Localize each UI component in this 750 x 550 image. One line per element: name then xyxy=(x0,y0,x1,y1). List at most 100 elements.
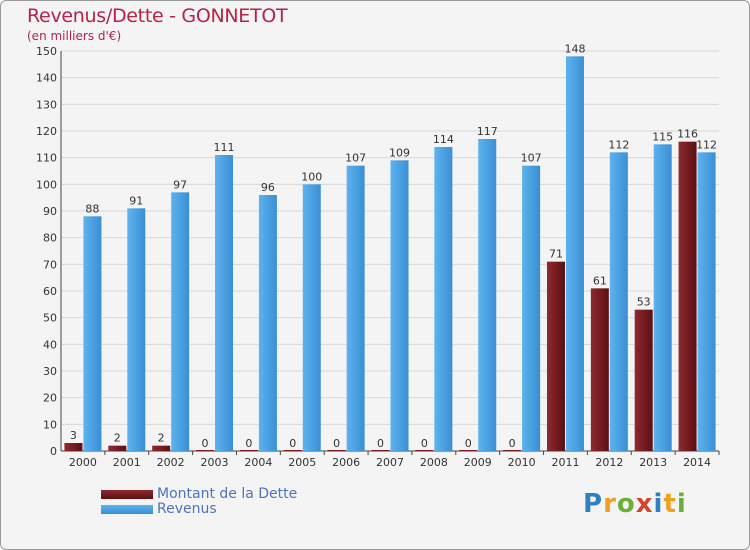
bar-revenue-2007 xyxy=(390,160,409,452)
y-tick-label: 0 xyxy=(50,445,57,458)
data-label-revenue-2010: 107 xyxy=(521,152,542,165)
x-tick-label: 2011 xyxy=(551,456,579,469)
bar-revenue-2008 xyxy=(434,147,453,451)
brand-letter: P xyxy=(583,489,604,519)
y-tick-label: 50 xyxy=(43,312,57,325)
y-tick-label: 130 xyxy=(36,98,57,111)
x-tick-label: 2005 xyxy=(288,456,316,469)
bar-revenue-2011 xyxy=(565,56,584,451)
plot-area xyxy=(61,51,719,451)
bar-revenue-2005 xyxy=(302,184,321,452)
data-label-debt-2011: 71 xyxy=(549,248,563,261)
y-tick-label: 70 xyxy=(43,258,57,271)
bar-debt-baseline-2003 xyxy=(196,450,215,451)
x-tick-label: 2006 xyxy=(332,456,360,469)
data-label-debt-2009: 0 xyxy=(465,437,472,450)
bar-revenue-2012 xyxy=(609,152,628,452)
x-tick-label: 2002 xyxy=(157,456,185,469)
bar-debt-baseline-2006 xyxy=(327,450,346,451)
bar-revenue-2002 xyxy=(171,192,190,452)
x-tick-label: 2014 xyxy=(683,456,711,469)
data-label-revenue-2006: 107 xyxy=(345,152,366,165)
x-tick-label: 2003 xyxy=(201,456,229,469)
legend-label-debt: Montant de la Dette xyxy=(157,486,298,502)
bar-revenue-2000 xyxy=(83,216,102,451)
x-tick-label: 2001 xyxy=(113,456,141,469)
data-label-revenue-2008: 114 xyxy=(433,133,454,146)
brand-letter: r xyxy=(603,489,617,519)
bar-revenue-2003 xyxy=(215,155,234,451)
data-label-debt-2010: 0 xyxy=(509,437,516,450)
brand-letter: x xyxy=(635,489,654,519)
data-label-revenue-2004: 96 xyxy=(261,181,275,194)
y-tick-label: 10 xyxy=(43,418,57,431)
grid-layer xyxy=(60,50,720,455)
data-label-revenue-2001: 91 xyxy=(129,194,143,207)
x-tick-label: 2000 xyxy=(69,456,97,469)
brand-letter: t xyxy=(663,489,677,519)
labels-layer: 0102030405060708090100110120130140150388… xyxy=(36,42,717,469)
bar-debt-baseline-2004 xyxy=(239,450,258,451)
data-label-revenue-2005: 100 xyxy=(301,170,322,183)
data-label-debt-2000: 3 xyxy=(70,429,77,442)
y-tick-label: 90 xyxy=(43,205,57,218)
data-label-debt-2007: 0 xyxy=(377,437,384,450)
y-tick-label: 40 xyxy=(43,338,57,351)
x-tick-label: 2009 xyxy=(464,456,492,469)
data-label-revenue-2009: 117 xyxy=(477,125,498,138)
y-tick-label: 120 xyxy=(36,125,57,138)
y-tick-label: 110 xyxy=(36,152,57,165)
bar-revenue-2009 xyxy=(478,139,497,451)
bar-debt-2002 xyxy=(152,445,171,451)
legend-swatch-revenue xyxy=(101,505,153,514)
bar-revenue-2004 xyxy=(258,195,277,451)
data-label-revenue-2002: 97 xyxy=(173,178,187,191)
data-label-debt-2001: 2 xyxy=(114,432,121,445)
brand-letter: o xyxy=(616,489,636,519)
y-tick-label: 80 xyxy=(43,232,57,245)
bar-debt-2012 xyxy=(590,288,609,451)
data-label-debt-2006: 0 xyxy=(333,437,340,450)
data-label-revenue-2014: 112 xyxy=(696,138,717,151)
bar-revenue-2013 xyxy=(653,144,672,452)
y-tick-label: 100 xyxy=(36,178,57,191)
data-label-debt-2012: 61 xyxy=(593,274,607,287)
data-label-revenue-2012: 112 xyxy=(608,138,629,151)
data-label-debt-2014: 116 xyxy=(677,128,698,141)
data-label-debt-2004: 0 xyxy=(245,437,252,450)
chart-subtitle: (en milliers d'€) xyxy=(27,29,122,43)
data-label-revenue-2007: 109 xyxy=(389,146,410,159)
bar-revenue-2006 xyxy=(346,165,365,451)
data-label-debt-2002: 2 xyxy=(158,432,165,445)
bar-debt-baseline-2009 xyxy=(459,450,478,451)
data-label-revenue-2000: 88 xyxy=(85,202,99,215)
chart-title: Revenus/Dette - GONNETOT xyxy=(27,5,288,27)
brand-letter: i xyxy=(676,489,687,519)
legend-label-revenue: Revenus xyxy=(157,501,217,517)
data-label-revenue-2011: 148 xyxy=(564,42,585,55)
data-label-debt-2005: 0 xyxy=(289,437,296,450)
bar-revenue-2001 xyxy=(127,208,146,451)
data-label-revenue-2013: 115 xyxy=(652,130,673,143)
bars-layer xyxy=(64,56,716,452)
x-tick-label: 2012 xyxy=(595,456,623,469)
y-tick-label: 20 xyxy=(43,392,57,405)
x-tick-label: 2008 xyxy=(420,456,448,469)
bar-debt-baseline-2005 xyxy=(283,450,302,451)
bar-debt-2000 xyxy=(64,443,83,451)
data-label-debt-2013: 53 xyxy=(637,296,651,309)
y-tick-label: 150 xyxy=(36,45,57,58)
y-tick-label: 60 xyxy=(43,285,57,298)
bar-debt-baseline-2007 xyxy=(371,450,390,451)
bar-revenue-2010 xyxy=(522,165,541,451)
legend-swatch-debt xyxy=(101,490,153,499)
data-label-revenue-2003: 111 xyxy=(214,141,235,154)
bar-debt-2011 xyxy=(546,261,565,451)
data-label-debt-2003: 0 xyxy=(202,437,209,450)
y-tick-label: 30 xyxy=(43,365,57,378)
proxiti-logo: Proxiti xyxy=(583,489,687,519)
brand-letter: i xyxy=(653,489,664,519)
bar-debt-baseline-2010 xyxy=(503,450,522,451)
